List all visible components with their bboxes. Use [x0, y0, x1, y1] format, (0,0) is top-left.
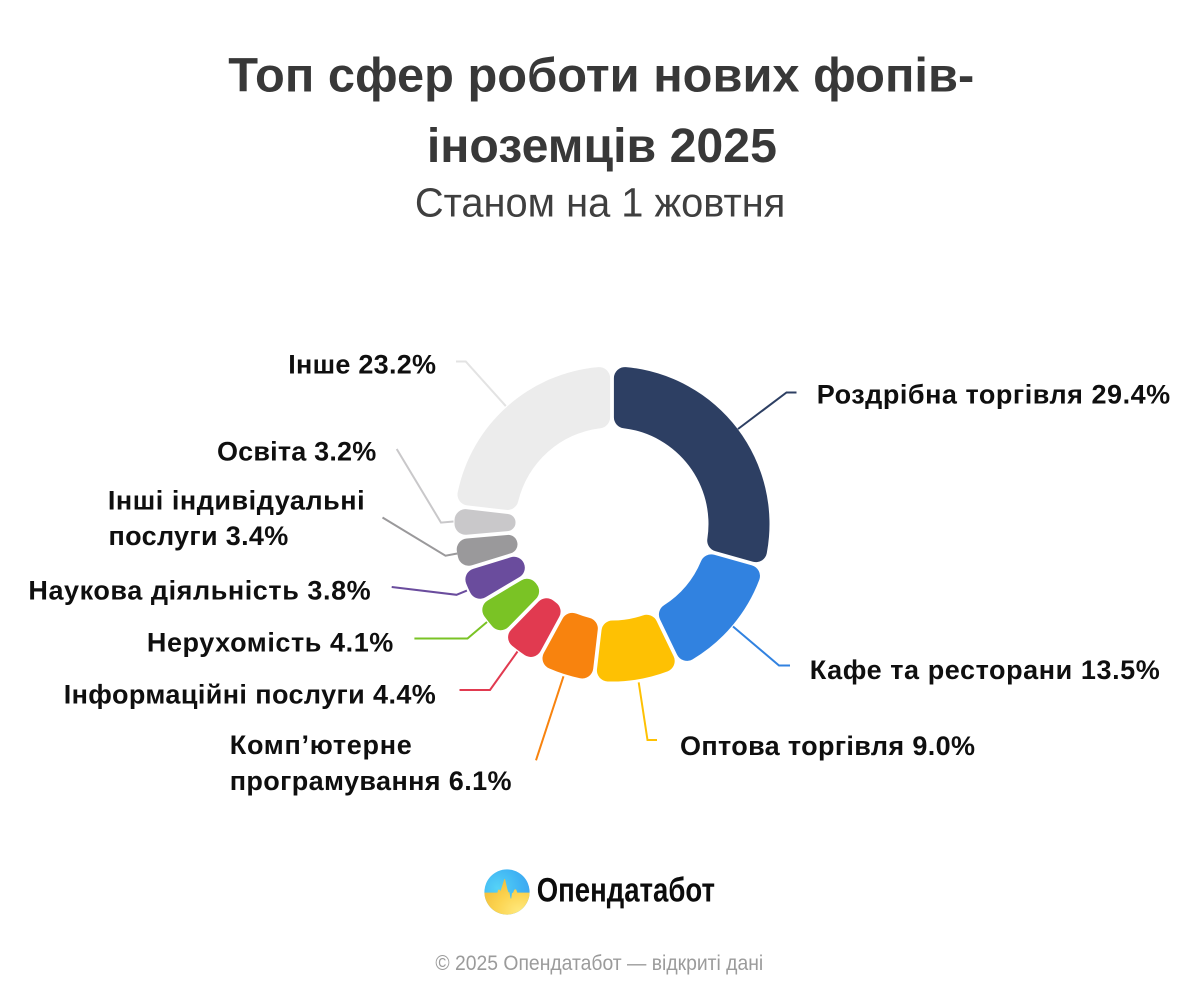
svg-text:© 2025 Опендатабот — відкриті: © 2025 Опендатабот — відкриті дані: [435, 952, 763, 975]
svg-text:Роздрібна торгівля 29.4%: Роздрібна торгівля 29.4%: [817, 380, 1170, 410]
svg-text:Комп’ютерне: Комп’ютерне: [230, 730, 412, 760]
svg-text:Оптова торгівля 9.0%: Оптова торгівля 9.0%: [680, 731, 975, 761]
svg-text:Освіта 3.2%: Освіта 3.2%: [217, 437, 376, 467]
svg-text:Станом на 1 жовтня: Станом на 1 жовтня: [415, 180, 785, 226]
svg-text:програмування 6.1%: програмування 6.1%: [230, 766, 512, 796]
svg-text:Топ сфер роботи нових фопів-: Топ сфер роботи нових фопів-: [228, 49, 974, 102]
svg-text:Інше 23.2%: Інше 23.2%: [288, 350, 436, 380]
svg-text:Наукова діяльність 3.8%: Наукова діяльність 3.8%: [28, 576, 370, 606]
svg-text:іноземців 2025: іноземців 2025: [427, 120, 777, 173]
svg-text:Інші індивідуальні: Інші індивідуальні: [108, 485, 365, 515]
svg-text:послуги 3.4%: послуги 3.4%: [109, 521, 289, 551]
svg-text:Нерухомість 4.1%: Нерухомість 4.1%: [147, 627, 393, 657]
svg-text:Інформаційні послуги 4.4%: Інформаційні послуги 4.4%: [64, 679, 436, 709]
svg-text:Кафе та ресторани 13.5%: Кафе та ресторани 13.5%: [810, 655, 1160, 685]
svg-text:Опендатабот: Опендатабот: [537, 872, 715, 910]
